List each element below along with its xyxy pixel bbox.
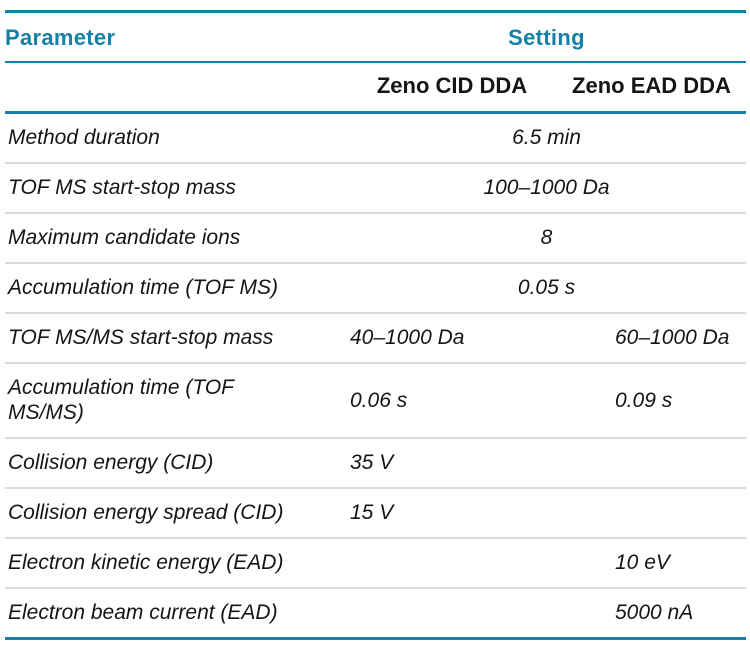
setting-value-cid: 0.06 s [347, 363, 557, 439]
setting-value-shared: 8 [347, 213, 746, 264]
setting-value-shared: 100–1000 Da [347, 163, 746, 214]
table-header-row: Parameter Setting [5, 11, 746, 63]
table-body: Method duration 6.5 min TOF MS start-stop … [5, 112, 746, 640]
parameter-cell: Method duration [5, 112, 347, 164]
table-row: Method duration 6.5 min [5, 112, 746, 164]
setting-value-cid: 40–1000 Da [347, 313, 557, 364]
table-row: Accumulation time (TOF MS/MS) 0.06 s 0.09 … [5, 363, 746, 439]
table-subheader-row: Zeno CID DDA Zeno EAD DDA [5, 62, 746, 114]
zeno-cid-dda-column-header: Zeno CID DDA [347, 62, 557, 114]
parameter-cell: Electron kinetic energy (EAD) [5, 538, 347, 589]
setting-column-header: Setting [347, 11, 746, 63]
parameters-table: Parameter Setting Zeno CID DDA Zeno EAD … [5, 10, 746, 640]
setting-value-ead: 0.09 s [557, 363, 746, 439]
parameter-cell: Collision energy spread (CID) [5, 488, 347, 539]
setting-value-ead: 5000 nA [557, 588, 746, 640]
table-row: TOF MS/MS start-stop mass 40–1000 Da 60–10… [5, 313, 746, 364]
setting-value-ead: 60–1000 Da [557, 313, 746, 364]
setting-value-shared: 6.5 min [347, 112, 746, 164]
setting-value-ead: 10 eV [557, 538, 746, 589]
parameter-cell: TOF MS/MS start-stop mass [5, 313, 347, 364]
parameter-cell: Maximum candidate ions [5, 213, 347, 264]
table-row: Electron kinetic energy (EAD) 10 eV [5, 538, 746, 589]
table-row: Maximum candidate ions 8 [5, 213, 746, 264]
setting-value-cid: 15 V [347, 488, 557, 539]
setting-value-cid [347, 538, 557, 589]
setting-value-ead [557, 438, 746, 489]
parameter-cell: Collision energy (CID) [5, 438, 347, 489]
empty-header-cell [5, 62, 347, 114]
parameter-cell: Accumulation time (TOF MS/MS) [5, 363, 347, 439]
setting-value-cid: 35 V [347, 438, 557, 489]
setting-value-shared: 0.05 s [347, 263, 746, 314]
parameter-cell: Electron beam current (EAD) [5, 588, 347, 640]
zeno-ead-dda-column-header: Zeno EAD DDA [557, 62, 746, 114]
table-row: Collision energy spread (CID) 15 V [5, 488, 746, 539]
table-row: TOF MS start-stop mass 100–1000 Da [5, 163, 746, 214]
setting-value-cid [347, 588, 557, 640]
table-row: Accumulation time (TOF MS) 0.05 s [5, 263, 746, 314]
table-row: Electron beam current (EAD) 5000 nA [5, 588, 746, 640]
parameter-column-header: Parameter [5, 11, 347, 63]
setting-value-ead [557, 488, 746, 539]
table-row: Collision energy (CID) 35 V [5, 438, 746, 489]
parameter-cell: Accumulation time (TOF MS) [5, 263, 347, 314]
method-parameters-table: Parameter Setting Zeno CID DDA Zeno EAD … [5, 10, 746, 640]
parameter-cell: TOF MS start-stop mass [5, 163, 347, 214]
